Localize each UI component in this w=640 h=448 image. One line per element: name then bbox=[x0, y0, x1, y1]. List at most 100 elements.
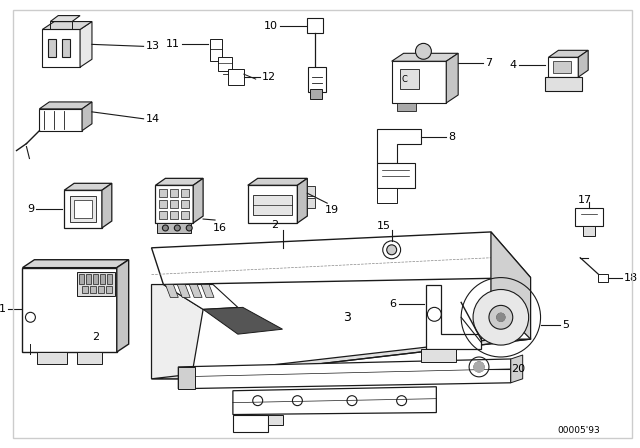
Polygon shape bbox=[116, 260, 129, 352]
Polygon shape bbox=[511, 355, 523, 383]
Text: 12: 12 bbox=[262, 72, 276, 82]
Bar bbox=[181, 200, 189, 208]
Circle shape bbox=[497, 313, 505, 321]
Polygon shape bbox=[446, 53, 458, 103]
Polygon shape bbox=[22, 267, 116, 352]
Polygon shape bbox=[548, 57, 579, 77]
Text: 2: 2 bbox=[271, 220, 278, 230]
Text: 7: 7 bbox=[485, 58, 492, 68]
Polygon shape bbox=[64, 183, 112, 190]
Circle shape bbox=[415, 43, 431, 59]
Polygon shape bbox=[201, 284, 214, 297]
Polygon shape bbox=[156, 185, 193, 223]
Bar bbox=[307, 198, 316, 208]
Polygon shape bbox=[102, 183, 112, 228]
Polygon shape bbox=[152, 232, 531, 284]
Polygon shape bbox=[40, 109, 82, 131]
Bar bbox=[100, 274, 105, 284]
Polygon shape bbox=[377, 129, 422, 164]
Circle shape bbox=[474, 362, 484, 372]
Circle shape bbox=[489, 306, 513, 329]
Bar bbox=[598, 274, 608, 281]
Text: 1: 1 bbox=[0, 304, 6, 314]
Polygon shape bbox=[233, 414, 268, 432]
Polygon shape bbox=[163, 284, 238, 310]
Bar bbox=[554, 61, 572, 73]
Bar bbox=[157, 223, 191, 233]
Bar bbox=[70, 196, 96, 222]
Polygon shape bbox=[392, 53, 458, 61]
Polygon shape bbox=[193, 178, 203, 223]
Bar bbox=[74, 200, 92, 218]
Polygon shape bbox=[268, 414, 282, 426]
Text: 4: 4 bbox=[509, 60, 516, 70]
Bar bbox=[307, 186, 316, 196]
Bar bbox=[98, 285, 104, 293]
Bar bbox=[307, 17, 323, 34]
Bar bbox=[159, 211, 168, 219]
Text: 11: 11 bbox=[166, 39, 180, 49]
Bar bbox=[170, 211, 179, 219]
Text: 16: 16 bbox=[213, 223, 227, 233]
Bar bbox=[62, 39, 70, 57]
Bar bbox=[48, 39, 56, 57]
Bar bbox=[253, 195, 292, 215]
Polygon shape bbox=[165, 284, 179, 297]
Bar bbox=[170, 200, 179, 208]
Polygon shape bbox=[233, 387, 436, 414]
Circle shape bbox=[163, 225, 168, 231]
Polygon shape bbox=[377, 164, 415, 188]
Polygon shape bbox=[248, 178, 307, 185]
Circle shape bbox=[474, 362, 484, 372]
Polygon shape bbox=[22, 260, 129, 267]
Polygon shape bbox=[583, 226, 595, 236]
Polygon shape bbox=[228, 69, 244, 85]
Polygon shape bbox=[426, 284, 481, 349]
Polygon shape bbox=[392, 61, 446, 103]
Polygon shape bbox=[82, 102, 92, 131]
Text: 19: 19 bbox=[325, 205, 339, 215]
Bar bbox=[77, 352, 102, 364]
Text: 14: 14 bbox=[145, 114, 160, 124]
Circle shape bbox=[497, 313, 505, 321]
Text: 2: 2 bbox=[92, 332, 99, 342]
Polygon shape bbox=[64, 190, 102, 228]
Polygon shape bbox=[575, 208, 603, 226]
Bar bbox=[181, 211, 189, 219]
Polygon shape bbox=[156, 178, 203, 185]
Text: C: C bbox=[402, 75, 408, 84]
Bar bbox=[159, 189, 168, 197]
Bar bbox=[170, 189, 179, 197]
Polygon shape bbox=[189, 284, 202, 297]
Polygon shape bbox=[80, 22, 92, 67]
Text: 20: 20 bbox=[511, 364, 525, 374]
Text: 00005'93: 00005'93 bbox=[557, 426, 600, 435]
Polygon shape bbox=[248, 185, 298, 223]
Bar bbox=[107, 274, 112, 284]
Polygon shape bbox=[42, 22, 92, 30]
Bar bbox=[82, 285, 88, 293]
Text: 10: 10 bbox=[264, 21, 278, 30]
Polygon shape bbox=[177, 284, 190, 297]
Text: 17: 17 bbox=[578, 195, 592, 205]
Circle shape bbox=[174, 225, 180, 231]
Polygon shape bbox=[422, 349, 456, 362]
Bar bbox=[397, 103, 417, 111]
Polygon shape bbox=[152, 339, 531, 379]
Bar bbox=[310, 89, 322, 99]
Polygon shape bbox=[210, 39, 222, 61]
Bar bbox=[90, 285, 96, 293]
Bar bbox=[37, 352, 67, 364]
Polygon shape bbox=[218, 57, 232, 71]
Circle shape bbox=[186, 225, 192, 231]
Bar bbox=[308, 67, 326, 92]
Polygon shape bbox=[377, 188, 397, 203]
Text: 13: 13 bbox=[145, 41, 159, 52]
Bar bbox=[181, 189, 189, 197]
Text: 6: 6 bbox=[390, 299, 397, 310]
Bar bbox=[93, 274, 98, 284]
Polygon shape bbox=[491, 232, 531, 339]
Polygon shape bbox=[179, 359, 511, 389]
Polygon shape bbox=[548, 50, 588, 57]
Text: 9: 9 bbox=[28, 204, 35, 214]
